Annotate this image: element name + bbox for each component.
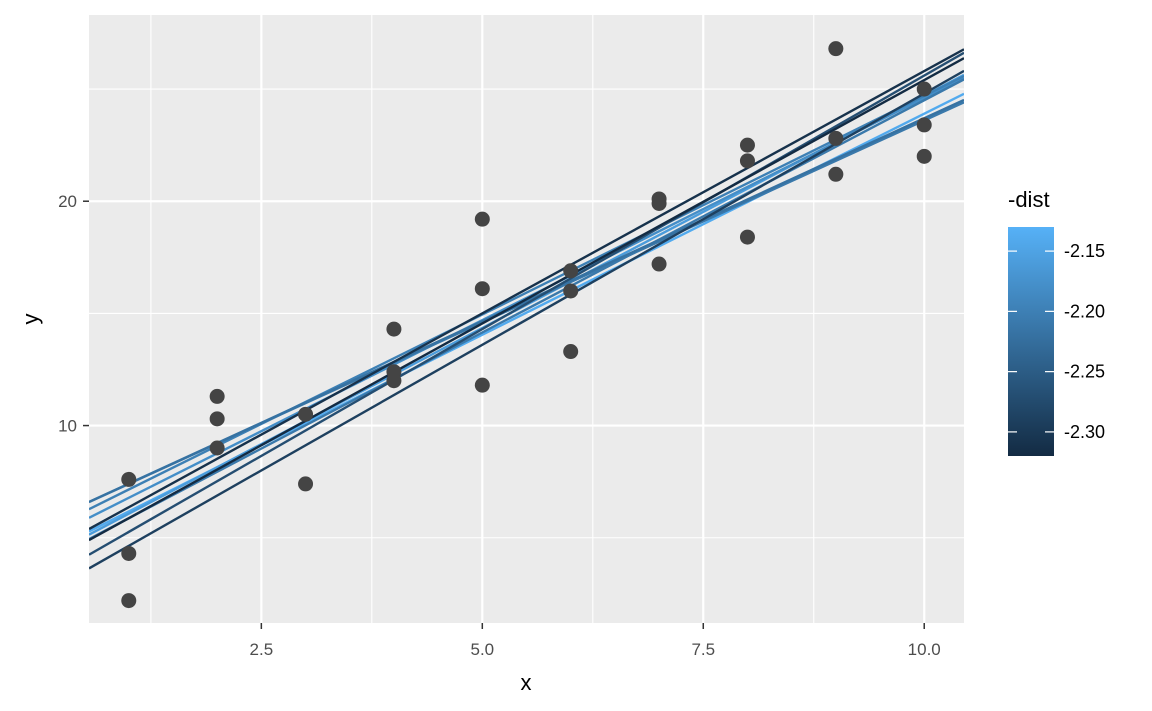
data-point [209,411,225,427]
data-point [651,195,667,211]
x-tick-label: 7.5 [691,640,715,659]
y-tick-label: 20 [58,192,77,211]
data-point [209,440,225,456]
data-point [386,321,402,337]
fit-line [89,75,964,511]
data-point [121,471,137,487]
legend-title: -dist [1008,187,1050,212]
legend-tick-label: -2.20 [1064,301,1105,321]
x-axis: 2.5 5.0 7.5 10.0 [250,623,941,659]
data-points [121,41,932,609]
x-tick-label: 2.5 [250,640,274,659]
data-point [474,281,490,297]
data-point [916,81,932,97]
data-point [739,153,755,169]
data-point [563,283,579,299]
legend-tick-label: -2.15 [1064,241,1105,261]
fit-line [89,69,964,570]
data-point [651,256,667,272]
legend-tick-label: -2.30 [1064,422,1105,442]
data-point [739,229,755,245]
fit-line [89,98,964,504]
legend-ticks: -2.15 -2.20 -2.25 -2.30 [1008,241,1105,442]
data-point [916,117,932,133]
fit-lines [89,48,964,570]
fit-line [89,78,964,541]
legend: -dist -2.15 -2.20 -2.25 -2.30 [1008,187,1105,456]
data-point [563,263,579,279]
data-point [298,406,314,422]
legend-colorbar [1008,227,1054,456]
data-point [298,476,314,492]
data-point [209,388,225,404]
grid-major [89,15,964,623]
x-tick-label: 10.0 [908,640,941,659]
data-point [828,130,844,146]
y-axis-title: y [18,314,43,325]
x-tick-label: 5.0 [470,640,494,659]
fit-line [89,48,964,531]
data-point [386,373,402,389]
x-axis-title: x [521,670,532,695]
data-point [474,211,490,227]
data-point [121,593,137,609]
fit-line [89,57,964,542]
data-point [121,545,137,561]
data-point [474,377,490,393]
data-point [828,166,844,182]
y-tick-label: 10 [58,417,77,436]
legend-tick-label: -2.25 [1064,362,1105,382]
fit-line [89,51,964,556]
data-point [916,148,932,164]
y-axis: 10 20 [58,192,89,436]
data-point [739,137,755,153]
data-point [563,344,579,360]
data-point [828,41,844,57]
